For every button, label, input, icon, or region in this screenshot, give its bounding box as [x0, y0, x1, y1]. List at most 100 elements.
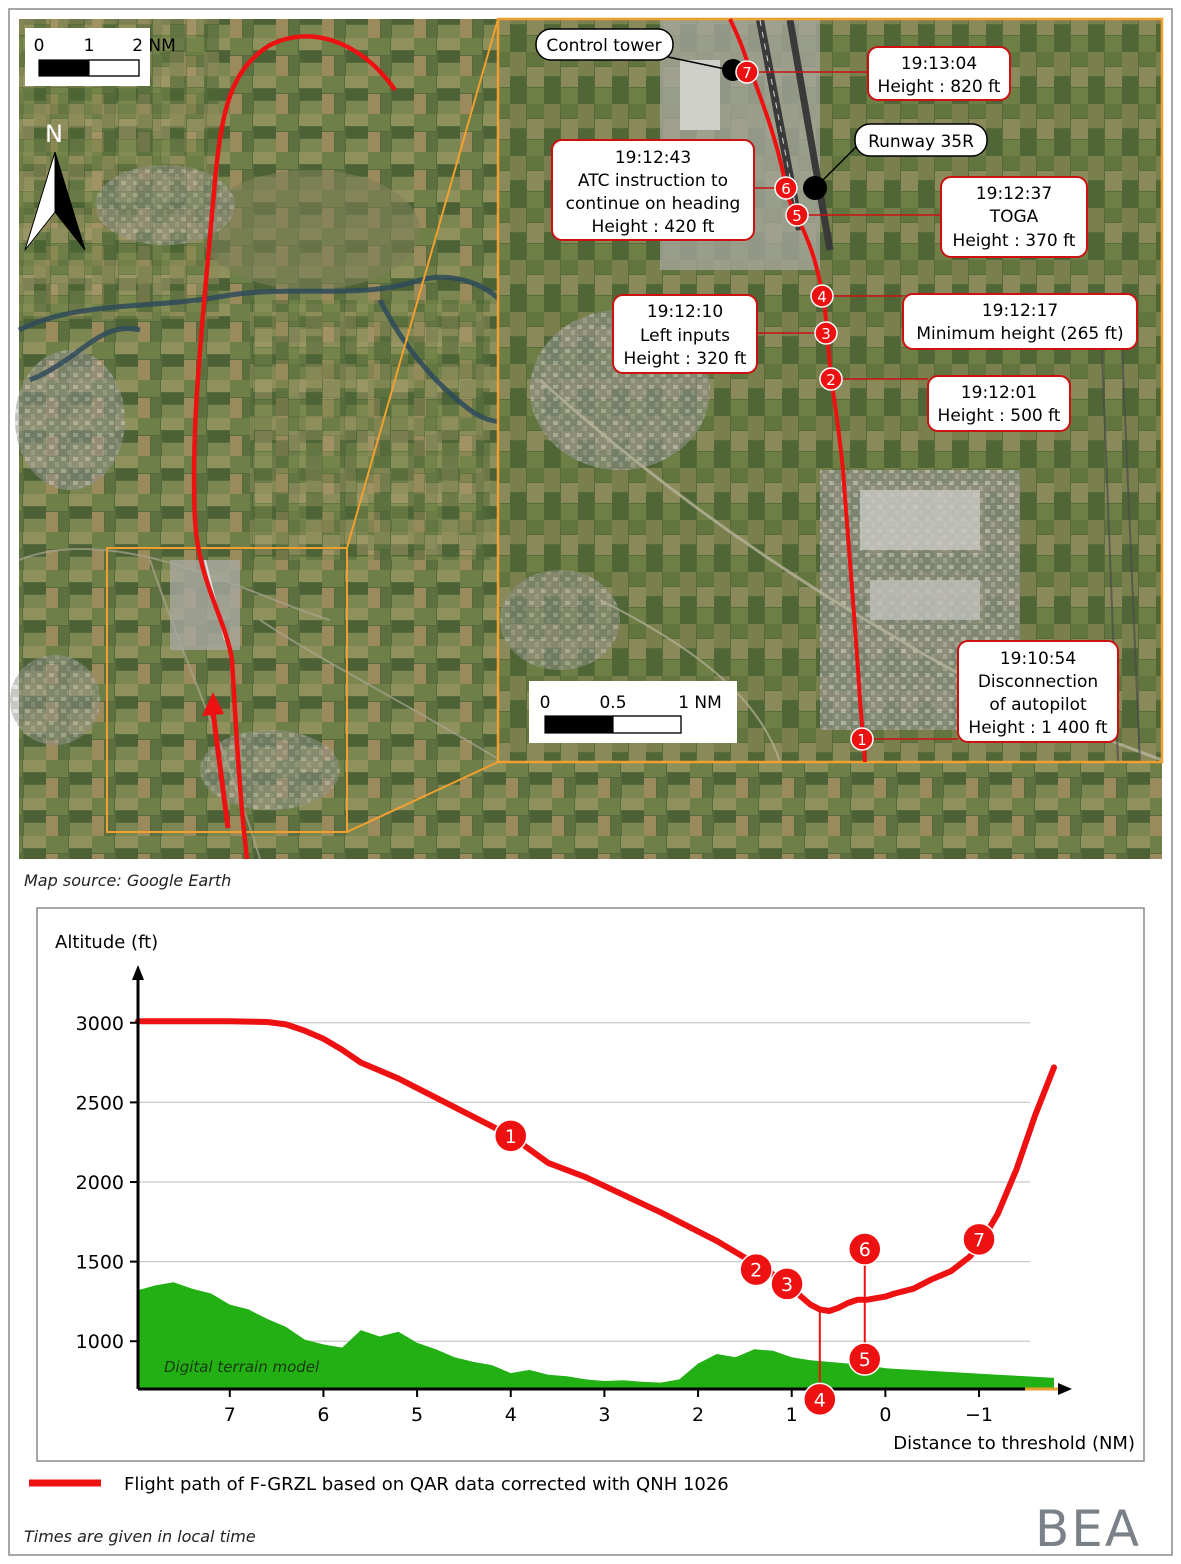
legend-label: Flight path of F-GRZL based on QAR data …: [124, 1474, 729, 1495]
runway-label: Runway 35R: [868, 132, 974, 152]
inset-connector-bottom: [346, 761, 499, 833]
event-3-line-1: Left inputs: [640, 326, 730, 346]
chart-marker-label-5: 5: [859, 1349, 871, 1371]
event-6-line-1: ATC instruction to: [578, 171, 728, 191]
terrain-annotation: Digital terrain model: [164, 1358, 320, 1376]
x-tick-label-2: 5: [411, 1404, 423, 1426]
event-1-line-2: of autopilot: [989, 695, 1087, 715]
inset-locator-box: [106, 547, 348, 833]
map-marker-3-label: 3: [821, 325, 831, 343]
control-tower-label: Control tower: [546, 36, 661, 56]
x-tick-label-8: −1: [965, 1404, 993, 1426]
terrain-area: [138, 1282, 1054, 1389]
inset-flight-path: [728, 18, 867, 763]
chart-marker-label-2: 2: [750, 1260, 762, 1282]
scale-bar-large: 0 1 2 NM: [25, 28, 176, 86]
chart-marker-label-7: 7: [973, 1229, 985, 1251]
inset-border: [496, 17, 1164, 764]
x-axis-arrow: [1058, 1383, 1072, 1395]
chart-marker-2: [739, 1252, 773, 1287]
x-tick-label-4: 3: [598, 1404, 610, 1426]
y-tick-label-2500: 2500: [76, 1092, 124, 1114]
runway-marker: Runway 35R: [803, 123, 988, 200]
map-marker-5-label: 5: [792, 207, 802, 225]
map-marker-4: 4: [810, 284, 834, 308]
event-5-line-2: Height : 370 ft: [953, 231, 1076, 251]
x-tick-label-1: 6: [317, 1404, 329, 1426]
event-6-line-2: continue on heading: [566, 194, 741, 214]
x-tick-label-3: 4: [505, 1404, 517, 1426]
scale-label-0: 0: [34, 36, 45, 56]
map-marker-5: 5: [785, 203, 809, 227]
y-tick-label-1500: 1500: [76, 1252, 124, 1274]
control-tower-marker: Control tower: [535, 28, 744, 81]
chart-marker-label-6: 6: [859, 1239, 871, 1261]
map-marker-7: 7: [735, 60, 759, 84]
x-tick-label-7: 0: [879, 1404, 891, 1426]
callout-event-2: 19:12:01 Height : 500 ft: [927, 375, 1071, 432]
event-2-time: 19:12:01: [961, 383, 1037, 403]
y-tick-label-2000: 2000: [76, 1172, 124, 1194]
scale-label-1: 1: [84, 36, 95, 56]
chart-marker-3: [770, 1267, 804, 1301]
callout-event-5: 19:12:37 TOGA Height : 370 ft: [940, 176, 1088, 258]
y-axis-label: Altitude (ft): [55, 932, 158, 953]
y-tick-label-1000: 1000: [76, 1331, 124, 1353]
chart-marker-6: [848, 1232, 882, 1266]
chart-marker-label-3: 3: [781, 1274, 793, 1296]
chart-axes: [132, 965, 1072, 1395]
direction-arrowhead: [202, 692, 224, 716]
map-marker-3: 3: [814, 321, 838, 345]
event-5-time: 19:12:37: [976, 184, 1052, 204]
chart-marker-1: [493, 1119, 528, 1153]
callout-event-6: 19:12:43 ATC instruction to continue on …: [551, 139, 755, 241]
bea-logo: BEA: [1035, 1500, 1141, 1558]
north-arrow: N: [24, 120, 86, 251]
scale-small-label-1: 0.5: [599, 693, 626, 713]
map-marker-6-label: 6: [781, 180, 791, 198]
event-5-line-1: TOGA: [989, 207, 1039, 227]
map-marker-1: 1: [850, 727, 874, 751]
north-label: N: [45, 120, 63, 148]
event-2-line-1: Height : 500 ft: [938, 406, 1061, 426]
map-marker-7-label: 7: [742, 64, 752, 82]
map: 0 1 2 NM N 0 0.5 1 NM Cont: [10, 17, 1164, 860]
map-marker-2-label: 2: [826, 371, 836, 389]
chart-marker-label-1: 1: [505, 1126, 517, 1148]
map-marker-6: 6: [774, 176, 798, 200]
time-note: Times are given in local time: [24, 1527, 256, 1546]
chart-marker-5: [848, 1342, 882, 1376]
event-1-time: 19:10:54: [1000, 649, 1076, 669]
event-3-line-2: Height : 320 ft: [624, 349, 747, 369]
scale-small-label-2: 1 NM: [678, 693, 722, 713]
x-axis-label: Distance to threshold (NM): [893, 1433, 1135, 1454]
callout-event-1: 19:10:54 Disconnection of autopilot Heig…: [957, 640, 1119, 743]
event-4-time: 19:12:17: [982, 301, 1058, 321]
map-marker-4-label: 4: [817, 288, 827, 306]
event-3-time: 19:12:10: [647, 302, 723, 322]
scale-label-2: 2 NM: [132, 36, 176, 56]
x-tick-label-5: 2: [692, 1404, 704, 1426]
inset-connector-top: [346, 18, 499, 549]
event-1-line-1: Disconnection: [978, 672, 1098, 692]
map-source: Map source: Google Earth: [24, 871, 231, 890]
x-tick-label-0: 7: [224, 1404, 236, 1426]
chart-marker-4: [803, 1382, 837, 1417]
overview-flight-path: [191, 34, 397, 860]
map-marker-2: 2: [819, 367, 843, 391]
x-tick-label-6: 1: [786, 1404, 798, 1426]
direction-arrow: [210, 711, 231, 829]
event-1-line-3: Height : 1 400 ft: [968, 718, 1107, 738]
map-marker-1-label: 1: [857, 731, 867, 749]
y-tick-label-3000: 3000: [76, 1013, 124, 1035]
event-7-line-1: Height : 820 ft: [878, 77, 1001, 97]
event-6-line-3: Height : 420 ft: [592, 217, 715, 237]
event-6-time: 19:12:43: [615, 148, 691, 168]
legend: Flight path of F-GRZL based on QAR data …: [29, 1474, 729, 1495]
chart-marker-7: [962, 1222, 996, 1257]
chart-marker-label-4: 4: [814, 1389, 826, 1411]
map-event-markers: 7 6 5 4 3 2 1: [735, 60, 874, 751]
